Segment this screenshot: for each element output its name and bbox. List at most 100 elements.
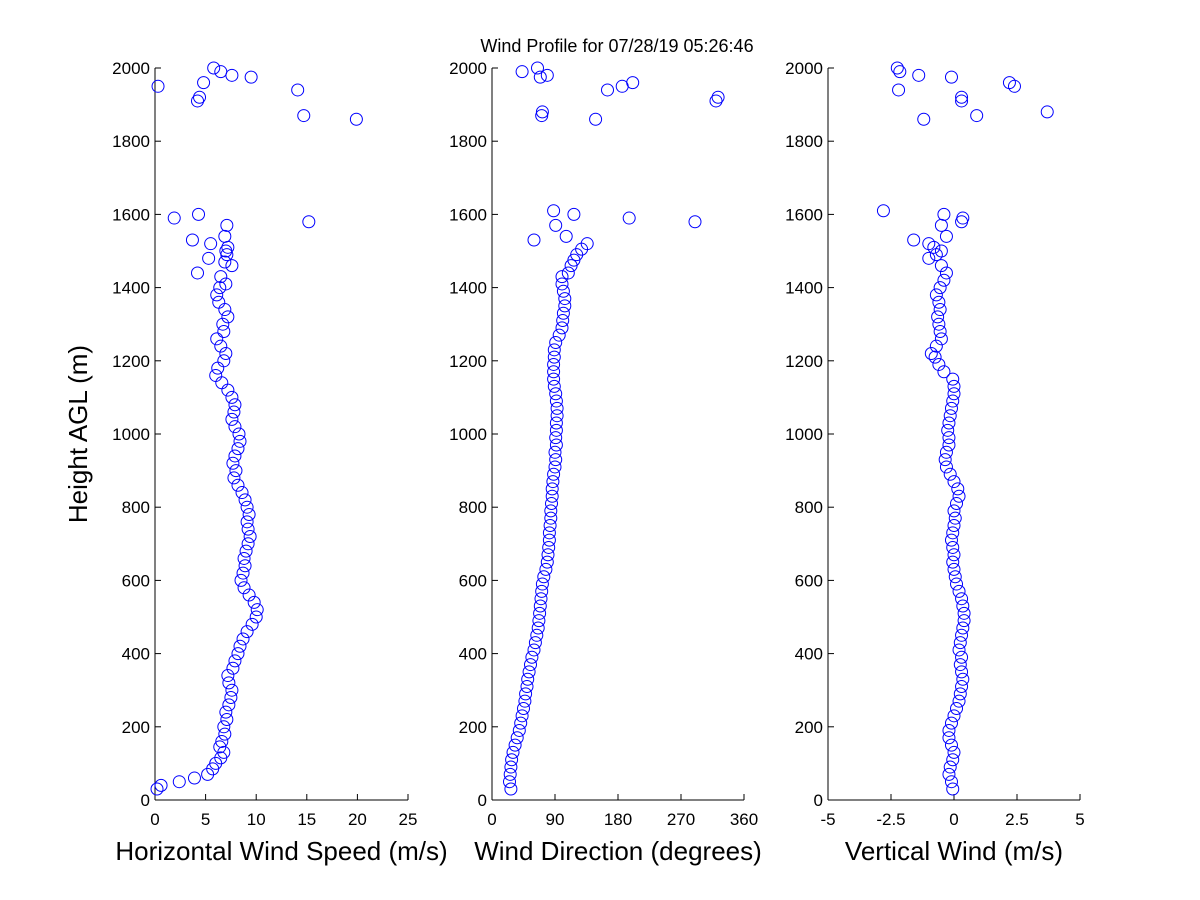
- data-point: [542, 526, 556, 540]
- data-point: [955, 592, 969, 606]
- data-point: [948, 570, 962, 584]
- data-point: [928, 350, 942, 364]
- data-point: [547, 365, 561, 379]
- data-point: [955, 680, 969, 694]
- data-point: [219, 277, 233, 291]
- data-point: [907, 233, 921, 247]
- data-point: [955, 90, 969, 104]
- data-point: [535, 584, 549, 598]
- data-point: [934, 332, 948, 346]
- data-point: [533, 70, 547, 84]
- data-point: [218, 229, 232, 243]
- data-point: [943, 467, 957, 481]
- data-point: [957, 606, 971, 620]
- data-point: [245, 617, 259, 631]
- data-point: [544, 511, 558, 525]
- data-point: [527, 233, 541, 247]
- data-point: [547, 343, 561, 357]
- data-point: [191, 94, 205, 108]
- data-point: [241, 522, 255, 536]
- data-point: [946, 526, 960, 540]
- data-point: [952, 643, 966, 657]
- data-point: [688, 215, 702, 229]
- data-point: [231, 478, 245, 492]
- data-point: [1007, 79, 1021, 93]
- data-point: [947, 379, 961, 393]
- data-point: [225, 259, 239, 273]
- y-tick-label: 200: [122, 718, 150, 737]
- y-tick-label: 1000: [785, 425, 823, 444]
- data-point: [238, 493, 252, 507]
- data-point: [154, 778, 168, 792]
- data-point: [547, 372, 561, 386]
- y-tick-label: 400: [122, 645, 150, 664]
- data-point: [947, 387, 961, 401]
- data-point: [937, 273, 951, 287]
- x-axis-label: Horizontal Wind Speed (m/s): [115, 836, 447, 866]
- y-tick-label: 800: [122, 498, 150, 517]
- data-point: [167, 211, 181, 225]
- data-point: [947, 562, 961, 576]
- data-point: [218, 255, 232, 269]
- y-axis-label: Height AGL (m): [63, 345, 93, 523]
- data-point: [225, 412, 239, 426]
- data-point: [932, 357, 946, 371]
- data-point: [946, 372, 960, 386]
- data-point: [214, 270, 228, 284]
- y-tick-label: 2000: [785, 59, 823, 78]
- data-point: [567, 207, 581, 221]
- data-point: [215, 734, 229, 748]
- data-point: [550, 409, 564, 423]
- panel-wind-direction: 0 200 400 600 800 1000 1200 1400 1600 1800 2000 0 90…: [449, 59, 762, 866]
- x-axis-label: Wind Direction (degrees): [474, 836, 762, 866]
- data-point: [558, 292, 572, 306]
- data-point: [204, 237, 218, 251]
- data-point: [236, 566, 250, 580]
- data-point: [244, 70, 258, 84]
- data-point: [227, 405, 241, 419]
- data-point: [929, 339, 943, 353]
- data-point: [939, 460, 953, 474]
- data-point: [531, 621, 545, 635]
- data-point: [944, 70, 958, 84]
- data-point: [242, 588, 256, 602]
- y-tick-label: 400: [459, 645, 487, 664]
- data-point: [549, 416, 563, 430]
- data-point: [546, 475, 560, 489]
- data-point: [235, 486, 249, 500]
- data-point: [512, 723, 526, 737]
- y-tick-label: 1200: [449, 352, 487, 371]
- data-point: [249, 610, 263, 624]
- data-point: [937, 207, 951, 221]
- data-point: [240, 625, 254, 639]
- data-point: [505, 753, 519, 767]
- data-point: [549, 387, 563, 401]
- x-tick-label: 270: [667, 810, 695, 829]
- data-point: [545, 489, 559, 503]
- y-tick-label: 1800: [112, 132, 150, 151]
- data-point: [548, 460, 562, 474]
- data-point: [559, 229, 573, 243]
- data-point: [218, 727, 232, 741]
- data-point: [947, 548, 961, 562]
- y-tick-label: 1600: [785, 205, 823, 224]
- data-point: [549, 394, 563, 408]
- data-point: [955, 650, 969, 664]
- data-point: [947, 475, 961, 489]
- data-point: [892, 83, 906, 97]
- data-point: [217, 720, 231, 734]
- data-point: [239, 544, 253, 558]
- data-point: [534, 592, 548, 606]
- data-point: [539, 562, 553, 576]
- data-point: [545, 482, 559, 496]
- data-point: [503, 767, 517, 781]
- data-point: [535, 577, 549, 591]
- data-point: [197, 76, 211, 90]
- x-tick-label: 25: [399, 810, 418, 829]
- data-point: [191, 266, 205, 280]
- data-point: [247, 595, 261, 609]
- data-point: [504, 782, 518, 796]
- data-point: [950, 702, 964, 715]
- y-tick-label: 200: [795, 718, 823, 737]
